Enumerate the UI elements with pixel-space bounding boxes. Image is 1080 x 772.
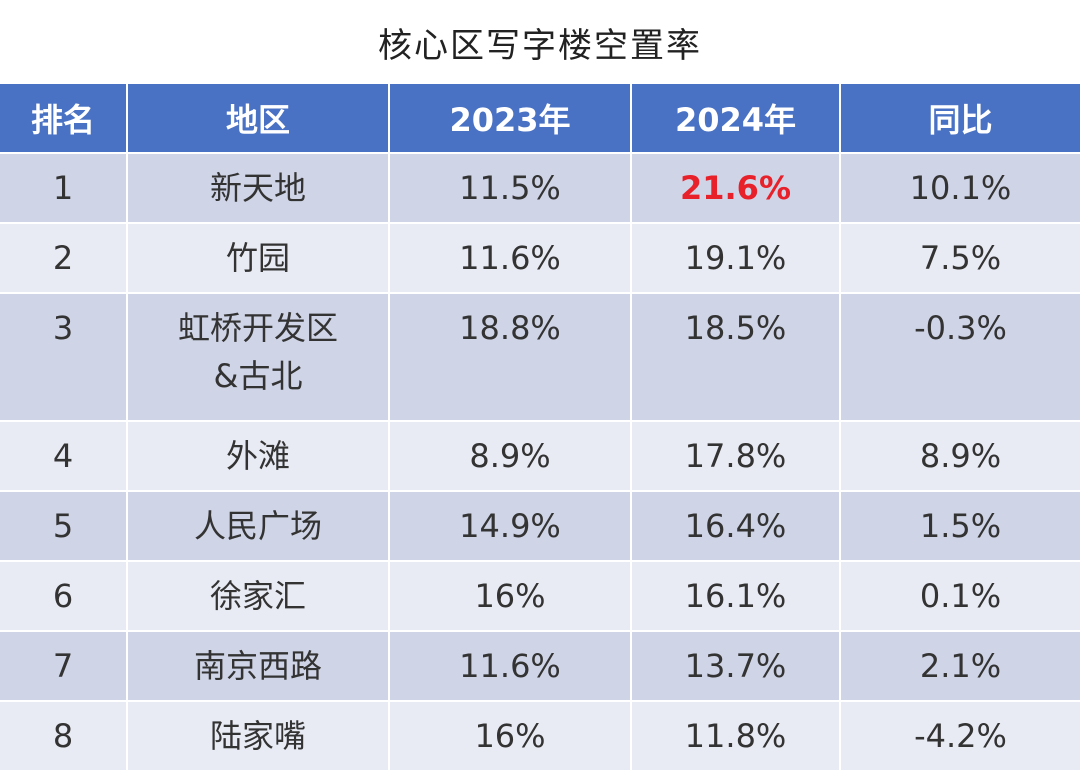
header-area: 地区 (128, 84, 390, 154)
yoy-cell: 8.9% (841, 422, 1080, 492)
area-cell: 新天地 (128, 154, 390, 224)
vacancy-table: 排名 地区 2023年 2024年 同比 1 新天地 11.5% 21.6% 1… (0, 84, 1080, 772)
value-2023-cell: 16% (390, 702, 632, 772)
area-cell: 南京西路 (128, 632, 390, 702)
value-2024-cell: 18.5% (632, 294, 841, 422)
value-2023-cell: 11.6% (390, 224, 632, 294)
table-row: 8 陆家嘴 16% 11.8% -4.2% (0, 702, 1080, 772)
table-row: 5 人民广场 14.9% 16.4% 1.5% (0, 492, 1080, 562)
area-cell: 徐家汇 (128, 562, 390, 632)
rank-cell: 3 (0, 294, 128, 422)
header-2024: 2024年 (632, 84, 841, 154)
area-cell: 陆家嘴 (128, 702, 390, 772)
value-2024-cell-highlight: 21.6% (632, 154, 841, 224)
area-line-1: 虹桥开发区 (177, 309, 338, 347)
area-cell: 外滩 (128, 422, 390, 492)
rank-cell: 1 (0, 154, 128, 224)
area-cell: 虹桥开发区 &古北 (128, 294, 390, 422)
yoy-cell: 2.1% (841, 632, 1080, 702)
table-row: 6 徐家汇 16% 16.1% 0.1% (0, 562, 1080, 632)
value-2023-cell: 14.9% (390, 492, 632, 562)
table-row: 4 外滩 8.9% 17.8% 8.9% (0, 422, 1080, 492)
value-2024-cell: 11.8% (632, 702, 841, 772)
rank-cell: 8 (0, 702, 128, 772)
value-2023-cell: 11.6% (390, 632, 632, 702)
rank-cell: 4 (0, 422, 128, 492)
yoy-cell: -0.3% (841, 294, 1080, 422)
value-2024-cell: 16.4% (632, 492, 841, 562)
table-row: 2 竹园 11.6% 19.1% 7.5% (0, 224, 1080, 294)
value-2024-cell: 13.7% (632, 632, 841, 702)
table-row: 7 南京西路 11.6% 13.7% 2.1% (0, 632, 1080, 702)
header-row: 排名 地区 2023年 2024年 同比 (0, 84, 1080, 154)
yoy-cell: 1.5% (841, 492, 1080, 562)
table-row: 1 新天地 11.5% 21.6% 10.1% (0, 154, 1080, 224)
value-2024-cell: 19.1% (632, 224, 841, 294)
value-2024-cell: 16.1% (632, 562, 841, 632)
value-2023-cell: 11.5% (390, 154, 632, 224)
rank-cell: 7 (0, 632, 128, 702)
rank-cell: 6 (0, 562, 128, 632)
yoy-cell: 10.1% (841, 154, 1080, 224)
header-rank: 排名 (0, 84, 128, 154)
rank-cell: 2 (0, 224, 128, 294)
rank-cell: 5 (0, 492, 128, 562)
yoy-cell: 7.5% (841, 224, 1080, 294)
area-cell: 竹园 (128, 224, 390, 294)
yoy-cell: 0.1% (841, 562, 1080, 632)
value-2024-cell: 17.8% (632, 422, 841, 492)
header-2023: 2023年 (390, 84, 632, 154)
value-2023-cell: 16% (390, 562, 632, 632)
area-line-2: &古北 (213, 357, 303, 395)
table-title: 核心区写字楼空置率 (378, 25, 702, 66)
yoy-cell: -4.2% (841, 702, 1080, 772)
table-row: 3 虹桥开发区 &古北 18.8% 18.5% -0.3% (0, 294, 1080, 422)
value-2023-cell: 18.8% (390, 294, 632, 422)
area-cell: 人民广场 (128, 492, 390, 562)
header-yoy: 同比 (841, 84, 1080, 154)
value-2023-cell: 8.9% (390, 422, 632, 492)
